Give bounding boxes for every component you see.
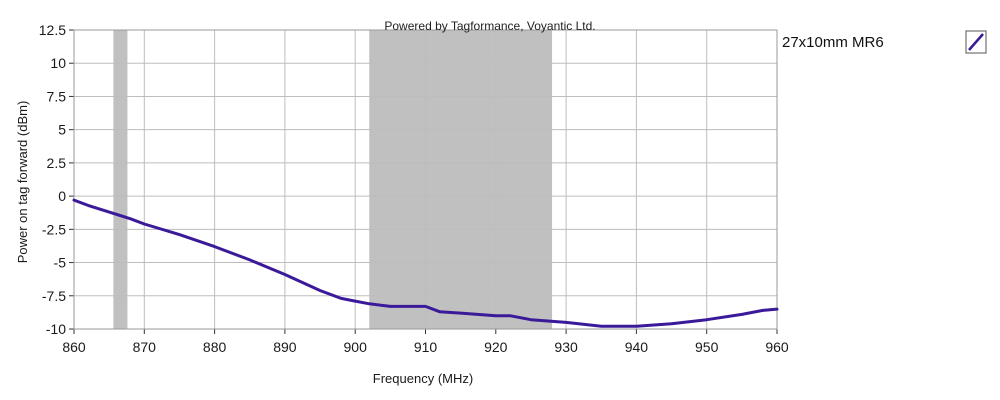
x-tick-label: 890 — [273, 339, 297, 355]
shaded-band-1 — [113, 30, 128, 329]
credit-text: Powered by Tagformance, Voyantic Ltd. — [384, 19, 595, 33]
y-tick-label: -2.5 — [42, 221, 66, 237]
y-tick-label: 2.5 — [47, 155, 67, 171]
shaded-band-2 — [369, 30, 553, 329]
plot-area-frame — [73, 29, 778, 330]
x-tick-label: 960 — [765, 339, 789, 355]
x-tick-label: 940 — [625, 339, 649, 355]
x-axis-title: Frequency (MHz) — [373, 371, 473, 386]
y-axis-title: Power on tag forward (dBm) — [15, 101, 30, 264]
legend-label: 27x10mm MR6 — [782, 34, 884, 51]
y-tick-label: 7.5 — [47, 88, 67, 104]
y-tick-label: 10 — [50, 55, 66, 71]
y-tick-label: 0 — [58, 188, 66, 204]
x-tick-label: 860 — [62, 339, 86, 355]
y-tick-label: 5 — [58, 122, 66, 138]
y-tick-label: -10 — [46, 321, 66, 337]
x-tick-label: 950 — [695, 339, 719, 355]
series-line-1 — [72, 198, 779, 328]
x-tick-label: 920 — [484, 339, 508, 355]
x-tick-label: 900 — [344, 339, 368, 355]
x-tick-label: 880 — [203, 339, 227, 355]
x-tick-label: 930 — [554, 339, 578, 355]
y-tick-label: -5 — [54, 255, 67, 271]
grid-lines — [73, 29, 778, 330]
y-tick-label: 12.5 — [39, 22, 66, 38]
shaded-bands — [113, 30, 553, 329]
series-lines — [72, 198, 779, 328]
x-tick-label: 910 — [414, 339, 438, 355]
axis-ticks: 860 870 880 890 900 910 920 930 940 950 960 12.5 10 7… — [39, 22, 789, 355]
x-tick-label: 870 — [133, 339, 157, 355]
y-tick-label: -7.5 — [42, 288, 66, 304]
legend-swatch — [965, 30, 987, 54]
